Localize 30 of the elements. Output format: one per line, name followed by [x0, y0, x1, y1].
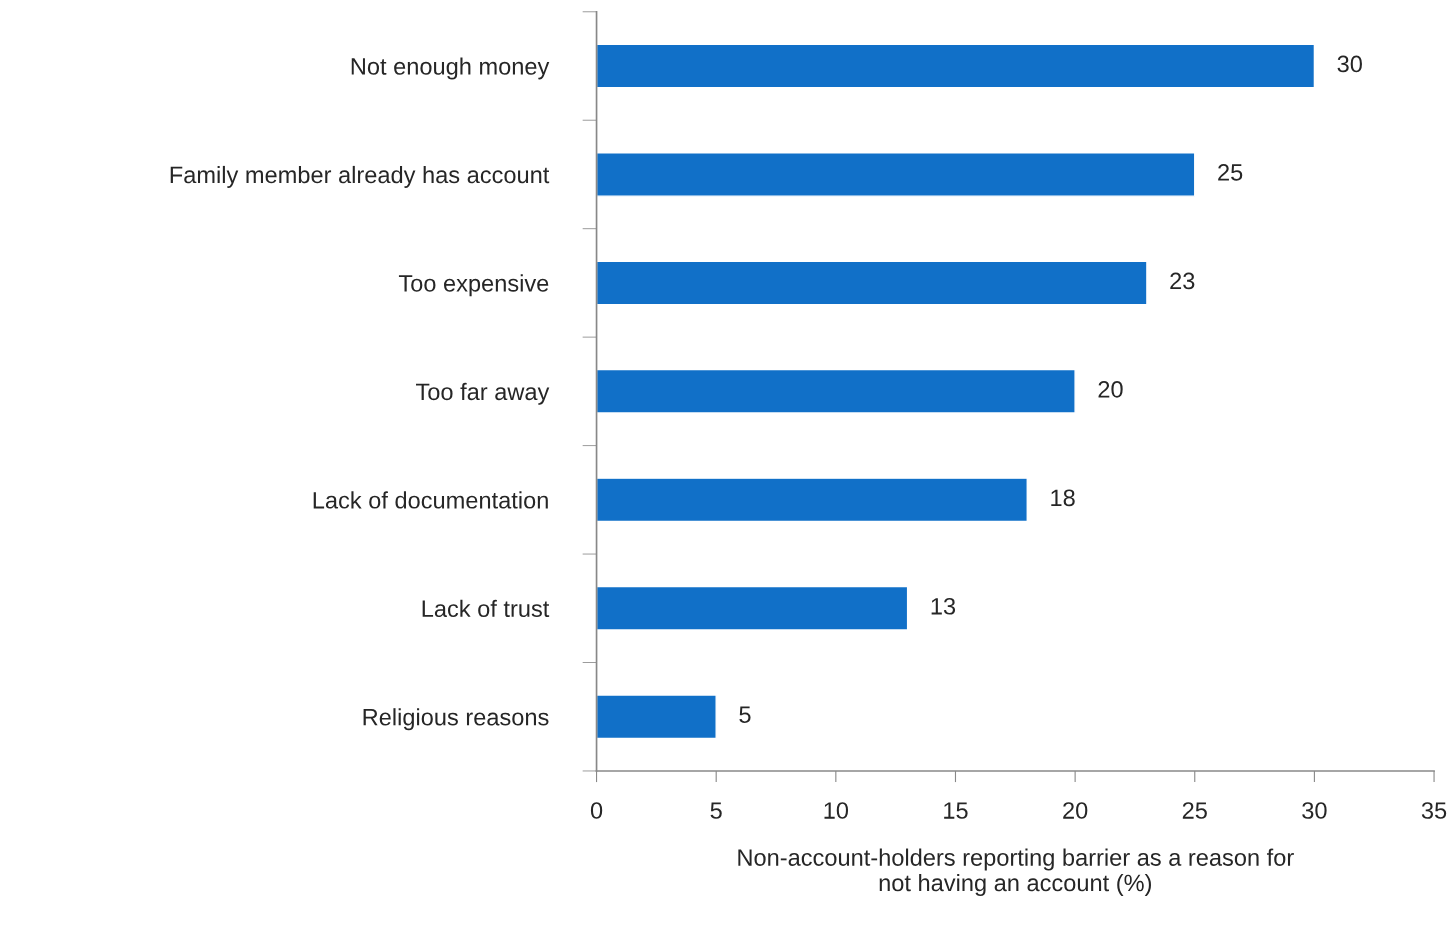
data-label: 23 — [1170, 272, 1195, 290]
x-axis-title: Non-account-holders reporting barrier as a reason for not having an account (%) — [738, 848, 1294, 896]
bar — [596, 152, 1196, 197]
x-tick-label: 30 — [1302, 802, 1327, 819]
bar — [596, 260, 1148, 306]
bar — [596, 694, 717, 740]
y-tick-label: Not enough money — [351, 57, 550, 80]
bar — [596, 477, 1028, 523]
data-label: 30 — [1337, 55, 1362, 73]
bar — [596, 43, 1316, 89]
bar — [596, 368, 1076, 414]
y-tick-label: Too far away — [416, 382, 550, 405]
x-tick-label: 5 — [710, 802, 722, 819]
data-label: 13 — [931, 597, 956, 615]
y-tick-label: Family member already has account — [170, 165, 550, 188]
data-label: 20 — [1098, 380, 1123, 398]
data-label: 25 — [1218, 164, 1243, 181]
x-tick-label: 0 — [590, 802, 603, 819]
y-tick-label: Religious reasons — [363, 708, 549, 731]
x-tick-label: 15 — [944, 802, 968, 819]
x-tick-label: 20 — [1063, 802, 1088, 819]
bar — [596, 585, 909, 631]
y-tick-label: Lack of trust — [422, 599, 550, 618]
x-tick-label: 25 — [1182, 802, 1207, 819]
data-label: 18 — [1051, 489, 1075, 507]
y-tick-label: Too expensive — [398, 274, 549, 297]
x-tick-label: 35 — [1421, 802, 1447, 819]
y-tick-label: Lack of documentation — [313, 491, 548, 509]
data-label: 5 — [739, 706, 751, 724]
x-tick-label: 10 — [824, 802, 849, 819]
